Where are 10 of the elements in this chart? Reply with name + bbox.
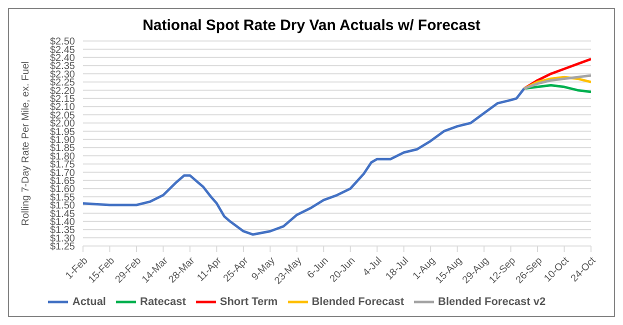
y-tick-label: $1.25 xyxy=(50,242,76,253)
legend-label: Short Term xyxy=(220,296,278,308)
line-series xyxy=(522,84,591,94)
y-axis-title: Rolling 7-Day Rate Per Mile, ex. Fuel xyxy=(20,61,32,226)
legend-label: Ratecast xyxy=(140,296,186,308)
line-series xyxy=(83,87,526,236)
legend-label: Blended Forecast v2 xyxy=(438,296,546,308)
chart-title: National Spot Rate Dry Van Actuals w/ Forecast xyxy=(142,17,482,36)
legend-label: Blended Forecast xyxy=(312,296,404,308)
legend-label: Actual xyxy=(72,296,106,308)
